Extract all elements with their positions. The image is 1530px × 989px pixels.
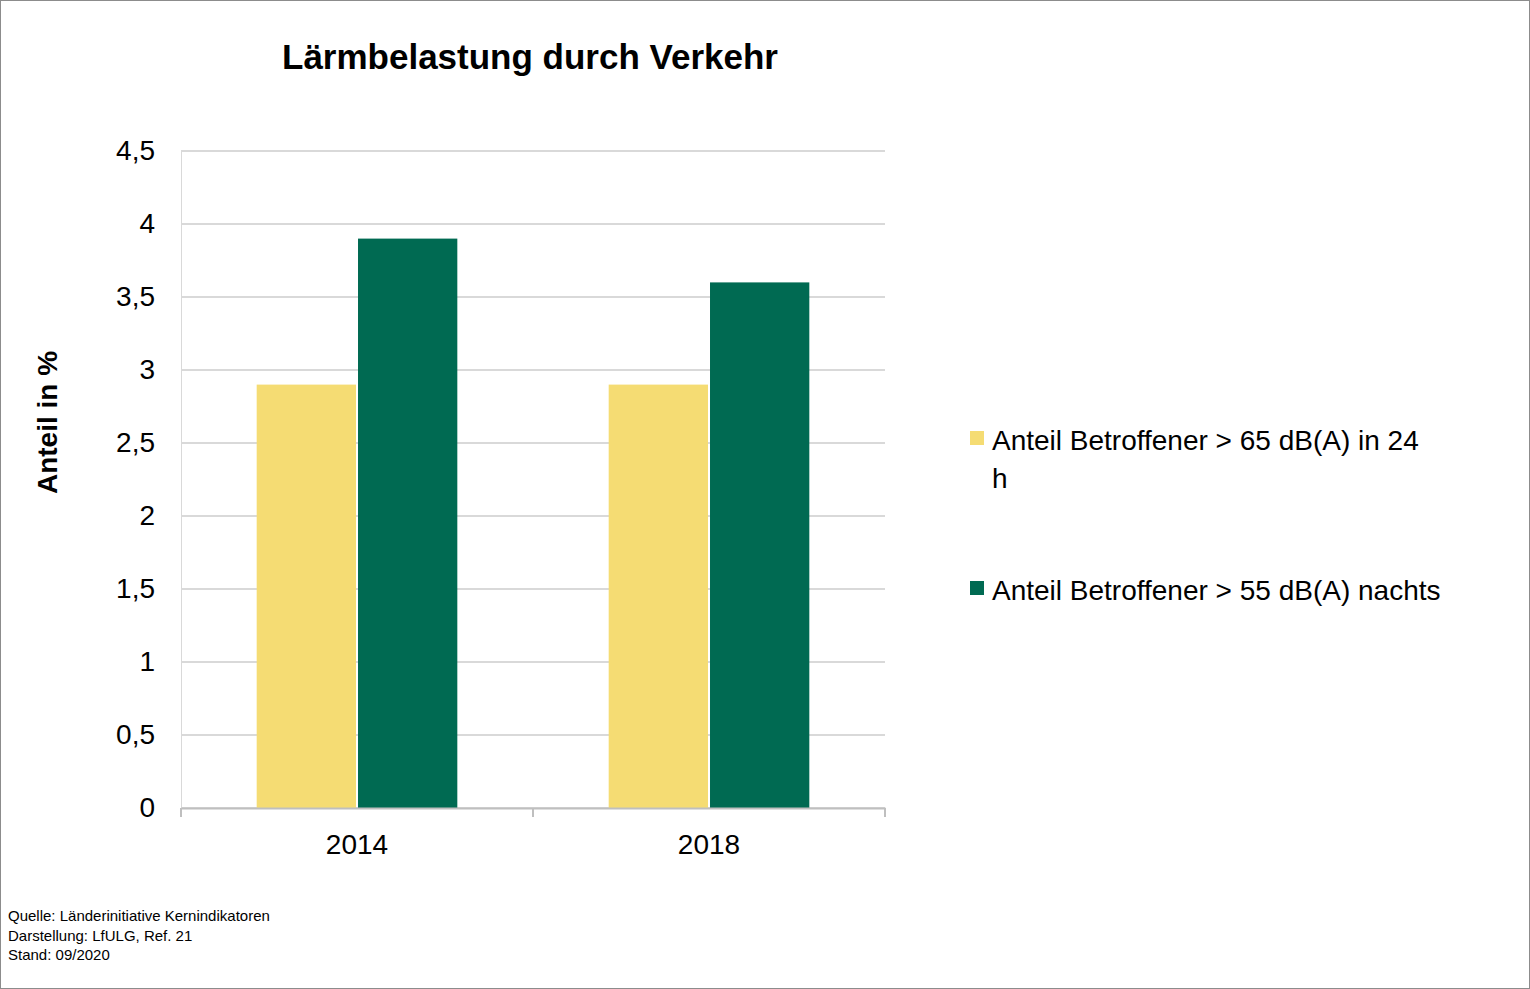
bars — [257, 239, 810, 808]
source-note: Stand: 09/2020 — [8, 946, 110, 963]
chart: Lärmbelastung durch Verkehr 0 0,5 1 1,5 2 2,5 3… — [0, 0, 1530, 989]
legend-label: Anteil Betroffener > 55 dB(A) nachts — [992, 575, 1441, 606]
y-tick: 1 — [139, 646, 181, 677]
category-boundary — [532, 808, 534, 817]
y-tick-label: 2,5 — [116, 427, 155, 458]
y-tick: 3,5 — [116, 281, 181, 312]
y-tick-label: 4 — [139, 208, 155, 239]
y-axis-line — [181, 152, 182, 809]
legend-label: Anteil Betroffener > 65 dB(A) in 24h — [992, 425, 1419, 494]
y-tick-label: 3,5 — [116, 281, 155, 312]
y-tick-label: 4,5 — [116, 135, 155, 166]
x-tick-label: 2014 — [326, 829, 388, 860]
grid-line — [181, 223, 885, 225]
y-tick: 1,5 — [116, 573, 181, 604]
y-tick-label: 3 — [139, 354, 155, 385]
category-boundary — [180, 808, 182, 817]
y-tick: 0,5 — [116, 719, 181, 750]
legend-swatch — [970, 581, 984, 595]
y-tick-label: 0 — [139, 792, 155, 823]
y-tick: 2,5 — [116, 427, 181, 458]
source-note: Darstellung: LfULG, Ref. 21 — [8, 927, 192, 944]
y-tick-label: 1 — [139, 646, 155, 677]
y-tick: 2 — [139, 500, 181, 531]
y-tick: 0 — [139, 792, 181, 823]
y-tick: 4 — [139, 208, 181, 239]
y-tick: 4,5 — [116, 135, 181, 166]
legend-swatch — [970, 431, 984, 445]
x-axis: 2014 2018 — [181, 808, 886, 860]
y-tick: 3 — [139, 354, 181, 385]
legend: Anteil Betroffener > 65 dB(A) in 24h Ante… — [970, 425, 1441, 606]
x-tick-label: 2018 — [678, 829, 740, 860]
source-notes: Quelle: Länderinitiative Kernindikatoren… — [8, 907, 270, 963]
x-tick: 2018 — [678, 808, 740, 860]
frame — [1, 1, 1530, 989]
bar — [257, 385, 356, 808]
y-tick-label: 2 — [139, 500, 155, 531]
grid-line — [181, 150, 885, 152]
bar — [358, 239, 457, 808]
grid — [181, 151, 885, 808]
title: Lärmbelastung durch Verkehr — [282, 37, 778, 76]
category-boundary — [884, 808, 886, 817]
bar — [609, 385, 708, 808]
bar — [710, 282, 809, 808]
y-tick-label: 1,5 — [116, 573, 155, 604]
source-note: Quelle: Länderinitiative Kernindikatoren — [8, 907, 270, 924]
y-axis-title: Anteil in % — [32, 351, 63, 494]
y-axis: 0 0,5 1 1,5 2 2,5 3 3,5 4 4,5 — [116, 135, 181, 823]
x-tick: 2014 — [326, 808, 388, 860]
y-tick-label: 0,5 — [116, 719, 155, 750]
